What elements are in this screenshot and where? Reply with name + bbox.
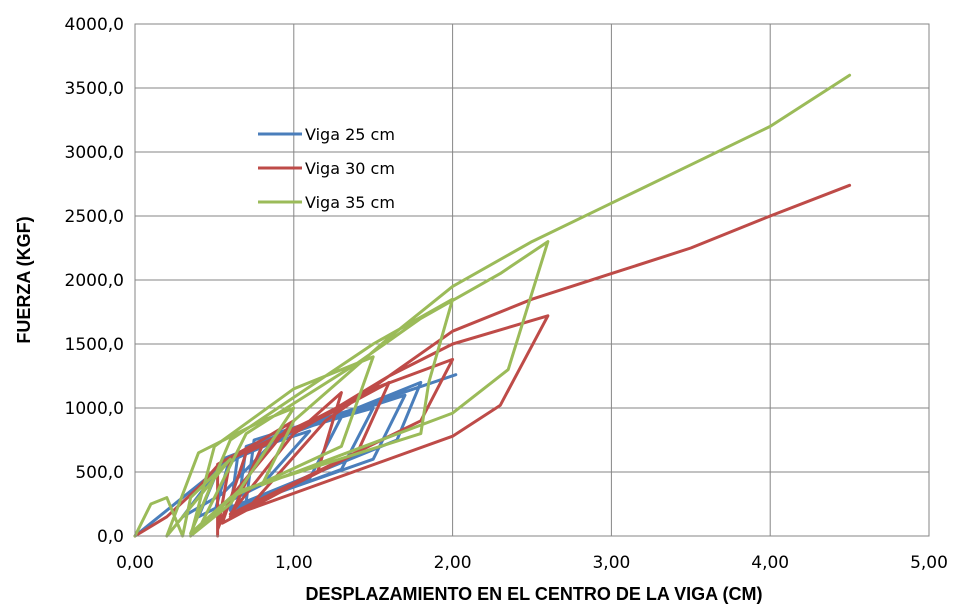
- series-lines: [133, 73, 852, 538]
- y-tick-label: 3000,0: [65, 143, 124, 163]
- x-tick-label: 5,00: [910, 553, 948, 573]
- grid-lines: [134, 23, 930, 537]
- x-tick-label: 3,00: [592, 553, 630, 573]
- legend-label-3: Viga 35 cm: [305, 193, 395, 212]
- tick-labels: 0,0 500,0 1000,0 1500,0 2000,0 2500,0 3000,0 35…: [65, 15, 948, 573]
- y-tick-label: 2500,0: [65, 207, 124, 227]
- y-tick-label: 500,0: [75, 463, 124, 483]
- y-tick-label: 1500,0: [65, 335, 124, 355]
- legend-label-2: Viga 30 cm: [305, 159, 395, 178]
- x-tick-label: 2,00: [434, 553, 472, 573]
- y-tick-label: 1000,0: [65, 399, 124, 419]
- y-axis-title: FUERZA (KGF): [14, 216, 34, 343]
- y-tick-label: 3500,0: [65, 79, 124, 99]
- series-line-3: [133, 73, 852, 538]
- series-line-2: [133, 183, 852, 538]
- plot-area-border: [134, 23, 930, 537]
- legend-label-1: Viga 25 cm: [305, 125, 395, 144]
- x-tick-label: 0,00: [116, 553, 154, 573]
- y-tick-label: 2000,0: [65, 271, 124, 291]
- x-tick-label: 1,00: [275, 553, 313, 573]
- legend: Viga 25 cm Viga 30 cm Viga 35 cm: [258, 125, 395, 212]
- x-axis-title: DESPLAZAMIENTO EN EL CENTRO DE LA VIGA (…: [305, 584, 762, 604]
- y-tick-label: 0,0: [97, 527, 124, 547]
- y-tick-label: 4000,0: [65, 15, 124, 35]
- x-tick-label: 4,00: [751, 553, 789, 573]
